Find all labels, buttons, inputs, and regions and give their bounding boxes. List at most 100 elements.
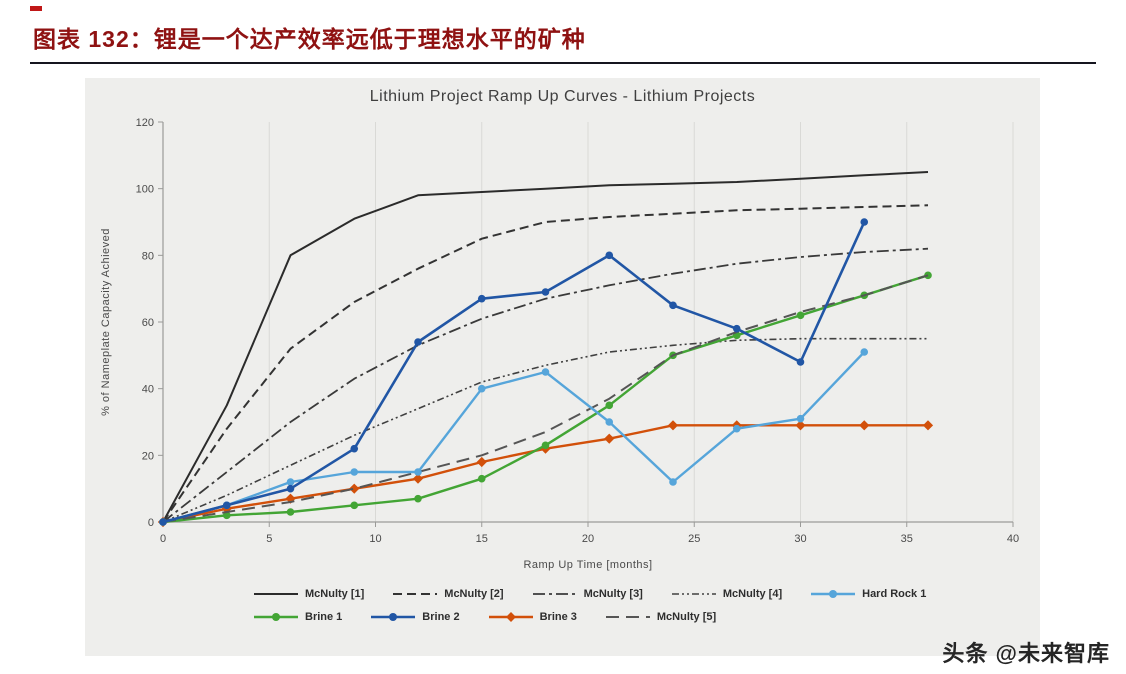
- series-marker: [796, 311, 804, 320]
- y-tick-label: 120: [135, 117, 153, 129]
- series-marker: [349, 501, 358, 510]
- x-tick-label: 35: [900, 533, 912, 545]
- y-tick-label: 40: [141, 384, 153, 396]
- series-marker: [667, 420, 678, 431]
- legend-swatch: [254, 593, 298, 595]
- series-marker: [668, 301, 677, 310]
- series-marker: [349, 444, 358, 453]
- series-line: [162, 221, 865, 524]
- y-axis-title: % of Nameplate Capacity Achieved: [100, 228, 112, 416]
- series-marker: [222, 511, 231, 520]
- legend-swatch: [393, 593, 438, 595]
- series-marker: [794, 420, 806, 431]
- chart-legend: McNulty [1] McNulty [2] McNulty [3] McNulty…: [253, 587, 1040, 624]
- series-line: [162, 351, 865, 524]
- legend-item: Hard Rock 1: [810, 587, 926, 601]
- series-mcnulty-4-: [162, 337, 928, 523]
- series-marker: [477, 294, 486, 303]
- x-tick-label: 0: [159, 533, 165, 545]
- watermark: 头条 @未来智库: [942, 641, 1110, 666]
- series-mcnulty-5-: [162, 274, 928, 523]
- y-tick-label: 0: [147, 517, 153, 529]
- legend-item: Brine 1: [253, 610, 342, 624]
- y-tick-label: 20: [141, 450, 153, 462]
- legend-label: McNulty [2]: [444, 588, 504, 600]
- series-marker: [859, 218, 868, 226]
- series-marker: [668, 478, 677, 486]
- x-tick-label: 25: [688, 533, 700, 545]
- series-marker: [796, 358, 804, 366]
- legend-item: McNulty [2]: [392, 587, 504, 601]
- page-title: 图表 132：锂是一个达产效率远低于理想水平的矿种: [33, 26, 586, 52]
- legend-label: Hard Rock 1: [862, 588, 927, 600]
- series-marker: [286, 484, 294, 493]
- series-mcnulty-1-: [161, 171, 928, 523]
- x-tick-label: 20: [581, 533, 593, 545]
- series-line: [162, 424, 928, 524]
- x-tick-label: 5: [266, 533, 272, 545]
- series-marker: [604, 401, 613, 410]
- series-marker: [732, 324, 741, 333]
- series-marker: [858, 420, 869, 431]
- x-tick-label: 15: [475, 533, 487, 545]
- legend-item: McNulty [1]: [253, 587, 364, 601]
- series-marker: [796, 414, 804, 423]
- y-tick-label: 60: [141, 317, 153, 329]
- series-line: [162, 274, 928, 524]
- series-line: [161, 204, 928, 523]
- legend-label: McNulty [4]: [722, 588, 783, 600]
- series-marker: [413, 468, 422, 476]
- series-marker: [476, 456, 487, 468]
- x-tick-label: 40: [1006, 533, 1018, 545]
- legend-item: Brine 2: [370, 610, 460, 624]
- legend-label: Brine 3: [539, 611, 577, 623]
- legend-swatch: [371, 613, 416, 621]
- title-rule: [30, 62, 1096, 64]
- series-mcnulty-2-: [161, 204, 928, 523]
- y-tick-label: 80: [141, 250, 153, 262]
- series-line: [161, 247, 928, 523]
- series-line: [162, 337, 928, 523]
- series-marker: [603, 433, 614, 444]
- x-axis-title: Ramp Up Time [months]: [523, 559, 652, 571]
- series-marker: [604, 418, 613, 426]
- x-tick-label: 10: [369, 533, 381, 545]
- legend-row: Brine 1 Brine 2 Brine 3 McNulty [5]: [253, 610, 1040, 624]
- series-marker: [222, 501, 231, 510]
- series-marker: [413, 338, 422, 346]
- legend-item: McNulty [3]: [532, 587, 643, 601]
- series-marker: [541, 441, 549, 450]
- series-marker: [604, 251, 613, 260]
- legend-item: McNulty [5]: [605, 610, 716, 624]
- series-marker: [412, 473, 423, 484]
- x-tick-label: 30: [794, 533, 806, 545]
- red-accent-mark: [30, 6, 42, 11]
- series-marker: [859, 348, 868, 356]
- series-marker: [349, 468, 358, 476]
- legend-swatch: [254, 613, 298, 621]
- chart-title: Lithium Project Ramp Up Curves - Lithium…: [369, 88, 756, 105]
- series-marker: [732, 424, 741, 433]
- series-marker: [922, 420, 933, 431]
- ramp-up-chart: 0 5 10 15 20 25 30 35 40 0 20 40 60 80 100 120 Ramp Up T…: [100, 117, 1019, 571]
- chart-panel: Lithium Project Ramp Up Curves - Lithium…: [85, 78, 1040, 656]
- legend-swatch: [605, 616, 650, 618]
- legend-item: McNulty [4]: [671, 587, 782, 601]
- series-brine-2: [158, 218, 868, 526]
- series-marker: [158, 518, 167, 526]
- series-marker: [413, 494, 422, 503]
- legend-item: Brine 3: [488, 610, 577, 624]
- series-line: [162, 274, 928, 523]
- legend-swatch: [671, 593, 716, 595]
- series-hard-rock-1: [158, 348, 868, 526]
- series-marker: [286, 508, 294, 516]
- series-line: [161, 171, 928, 523]
- series-marker: [541, 368, 549, 376]
- legend-swatch: [488, 612, 533, 622]
- series-marker: [286, 478, 294, 486]
- series-mcnulty-3-: [161, 247, 928, 523]
- legend-swatch: [532, 593, 577, 595]
- legend-label: McNulty [1]: [305, 588, 365, 600]
- chart-area: 0 5 10 15 20 25 30 35 40 0 20 40 60 80 100 120 Ramp Up T…: [93, 110, 1033, 585]
- y-tick-label: 100: [135, 184, 153, 196]
